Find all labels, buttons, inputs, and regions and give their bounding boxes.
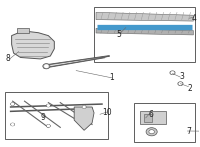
Circle shape bbox=[171, 72, 174, 74]
Circle shape bbox=[83, 106, 85, 108]
Circle shape bbox=[43, 64, 50, 69]
Circle shape bbox=[46, 104, 50, 107]
Circle shape bbox=[178, 82, 183, 86]
Circle shape bbox=[149, 130, 154, 134]
Circle shape bbox=[46, 125, 50, 127]
Bar bbox=[94, 6, 195, 62]
Circle shape bbox=[170, 71, 175, 75]
Circle shape bbox=[45, 65, 48, 67]
Circle shape bbox=[11, 123, 15, 126]
Text: 5: 5 bbox=[116, 30, 121, 39]
Text: 9: 9 bbox=[41, 113, 46, 122]
Polygon shape bbox=[44, 56, 109, 68]
Polygon shape bbox=[74, 107, 94, 130]
Bar bbox=[140, 111, 166, 125]
Text: 3: 3 bbox=[179, 72, 184, 81]
Bar bbox=[134, 103, 195, 142]
Bar bbox=[5, 92, 108, 139]
Text: 8: 8 bbox=[6, 54, 11, 64]
Text: 1: 1 bbox=[110, 73, 114, 82]
Text: 4: 4 bbox=[192, 14, 197, 23]
Polygon shape bbox=[12, 31, 54, 59]
Circle shape bbox=[47, 125, 49, 127]
Text: 2: 2 bbox=[188, 83, 193, 93]
Circle shape bbox=[12, 103, 14, 105]
Text: 6: 6 bbox=[148, 110, 153, 119]
Polygon shape bbox=[96, 12, 193, 21]
Text: 7: 7 bbox=[186, 127, 191, 136]
Circle shape bbox=[11, 103, 15, 106]
Bar bbox=[144, 114, 152, 122]
Circle shape bbox=[47, 105, 49, 106]
Polygon shape bbox=[96, 28, 193, 35]
Circle shape bbox=[12, 124, 14, 125]
Circle shape bbox=[82, 106, 86, 108]
Text: 10: 10 bbox=[102, 108, 112, 117]
Circle shape bbox=[146, 128, 157, 136]
Bar bbox=[17, 28, 29, 33]
Circle shape bbox=[179, 83, 182, 85]
